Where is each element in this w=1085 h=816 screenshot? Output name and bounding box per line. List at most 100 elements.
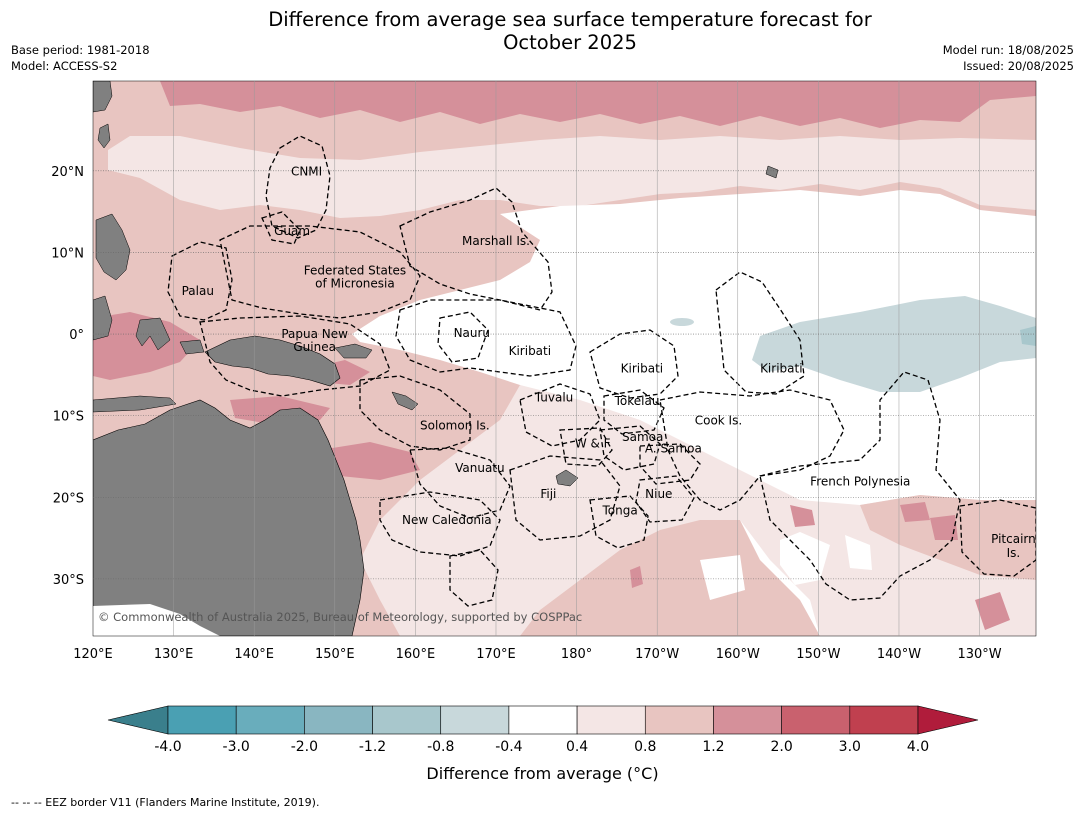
eez-solomon xyxy=(359,375,471,451)
lon-tick-label: 150°W xyxy=(796,647,840,662)
place-label: Guam xyxy=(274,224,310,238)
eez-french-polynesia xyxy=(759,371,961,601)
land-new-britain xyxy=(334,343,373,359)
lat-tick-label: 20°N xyxy=(51,165,84,180)
place-label: CNMI xyxy=(291,165,322,179)
eez-new-caledonia xyxy=(379,491,501,557)
lat-tick-label: 20°S xyxy=(53,491,84,506)
eez-vanuatu xyxy=(409,447,511,519)
lat-tick-label: 10°N xyxy=(51,246,84,261)
axis-labels: 120°E 130°E 140°E 150°E 160°E 170°E 180° 170°W 1… xyxy=(51,165,1002,662)
land-halmahera xyxy=(179,339,205,355)
place-label: Kiribati xyxy=(509,344,551,358)
place-label: Tonga xyxy=(602,503,638,517)
map-title: Difference from average sea surface temp… xyxy=(0,8,1085,54)
eez-kiribati-central xyxy=(589,329,679,399)
land-luzon-north xyxy=(97,123,111,149)
eez-tokelau xyxy=(603,389,665,435)
colorbar: -4.0 -3.0 -2.0 -1.2 -0.8 -0.4 0.4 0.8 1.2 2.0 3.0 4… xyxy=(107,705,979,755)
eez-guam xyxy=(261,211,301,245)
graticule xyxy=(93,81,1036,636)
land-australia xyxy=(93,399,365,636)
warm-patch-fp-2 xyxy=(900,502,930,522)
place-label: Federated States xyxy=(304,263,406,277)
colorbar-tick-label: 4.0 xyxy=(907,739,929,755)
left-metadata: Base period: 1981-2018 Model: ACCESS-S2 xyxy=(11,42,150,74)
lon-tick-label: 160°W xyxy=(716,647,760,662)
place-label: Solomon Is. xyxy=(420,418,490,432)
right-metadata: Model run: 18/08/2025 Issued: 20/08/2025 xyxy=(943,42,1074,74)
neutral-pocket-3 xyxy=(700,555,745,600)
land-lesser-sunda xyxy=(93,395,177,413)
colorbar-tick-label: -2.0 xyxy=(291,739,318,755)
warm-band-north xyxy=(160,81,1036,128)
model-name: Model: ACCESS-S2 xyxy=(11,59,118,73)
lon-tick-label: 120°E xyxy=(73,647,113,662)
colorbar-tick-label: 2.0 xyxy=(771,739,793,755)
eez-tonga xyxy=(589,495,649,549)
colorbar-segment xyxy=(508,705,578,735)
lon-tick-label: 140°W xyxy=(877,647,921,662)
land-borneo xyxy=(93,295,113,341)
land-solomon-islands xyxy=(391,391,419,411)
lon-tick-label: 140°E xyxy=(234,647,274,662)
place-label: Marshall Is. xyxy=(462,234,530,248)
place-label: Vanuatu xyxy=(455,461,505,475)
place-label: Cook Is. xyxy=(695,414,742,428)
place-label: New Caledonia xyxy=(402,513,492,527)
copyright-notice: © Commonwealth of Australia 2025, Bureau… xyxy=(98,610,582,624)
map-frame xyxy=(92,80,1037,637)
eez-footnote: -- -- -- EEZ border V11 (Flanders Marine… xyxy=(11,796,320,809)
base-period: Base period: 1981-2018 xyxy=(11,43,150,57)
colorbar-tick-label: 3.0 xyxy=(839,739,861,755)
warm-patch-tonga xyxy=(630,566,643,588)
place-label: Guinea xyxy=(293,340,336,354)
lon-tick-label: 130°E xyxy=(154,647,194,662)
cool-anomaly-core xyxy=(1020,326,1036,346)
colorbar-tick-label: -0.8 xyxy=(427,739,454,755)
place-label: Fiji xyxy=(540,487,556,501)
pale-band-north xyxy=(108,136,1036,218)
warm-patch-vanuatu xyxy=(320,442,420,480)
lon-tick-label: 180° xyxy=(561,647,592,662)
eez-wallis-futuna xyxy=(559,427,613,467)
colorbar-segment xyxy=(849,705,919,735)
colorbar-segment xyxy=(713,705,782,735)
lon-tick-label: 160°E xyxy=(396,647,436,662)
colorbar-label: Difference from average (°C) xyxy=(426,764,659,783)
colorbar-tick-label: -3.0 xyxy=(223,739,250,755)
eez-pitcairn xyxy=(959,499,1036,577)
colorbar-segment xyxy=(235,705,305,735)
lat-tick-label: 10°S xyxy=(53,410,84,425)
eez-micronesia xyxy=(219,225,421,319)
land-hawaii xyxy=(765,165,779,179)
eez-png xyxy=(199,315,391,397)
colorbar-segment xyxy=(304,705,373,735)
colorbar-tick-label: -0.4 xyxy=(495,739,522,755)
warm-patch-indonesia xyxy=(93,312,200,380)
eez-american-samoa xyxy=(639,443,701,485)
colorbar-segment xyxy=(644,705,714,735)
eez-samoa xyxy=(599,425,661,471)
place-label: Papua New xyxy=(281,327,348,341)
model-run: Model run: 18/08/2025 xyxy=(942,43,1074,57)
place-label: W & F xyxy=(575,436,611,450)
neutral-pocket-2 xyxy=(845,535,872,570)
colorbar-tick-label: -4.0 xyxy=(154,739,181,755)
neutral-zone-tasman xyxy=(93,604,220,636)
colorbar-extend-high xyxy=(917,705,979,735)
warm-patch-fp-1 xyxy=(790,505,815,527)
place-label: Tokelau xyxy=(614,394,660,408)
eez-cook-islands xyxy=(659,389,845,511)
place-label: of Micronesia xyxy=(315,276,395,290)
place-label: French Polynesia xyxy=(810,475,910,489)
colorbar-tick-label: 1.2 xyxy=(702,739,724,755)
colorbar-segment xyxy=(576,705,646,735)
place-label: Niue xyxy=(645,487,672,501)
eez-norfolk xyxy=(449,549,499,607)
colorbar-segment xyxy=(372,705,442,735)
title-line-2: October 2025 xyxy=(503,31,637,54)
warm-patch-fp-4 xyxy=(975,592,1010,630)
map-area xyxy=(93,81,1036,636)
